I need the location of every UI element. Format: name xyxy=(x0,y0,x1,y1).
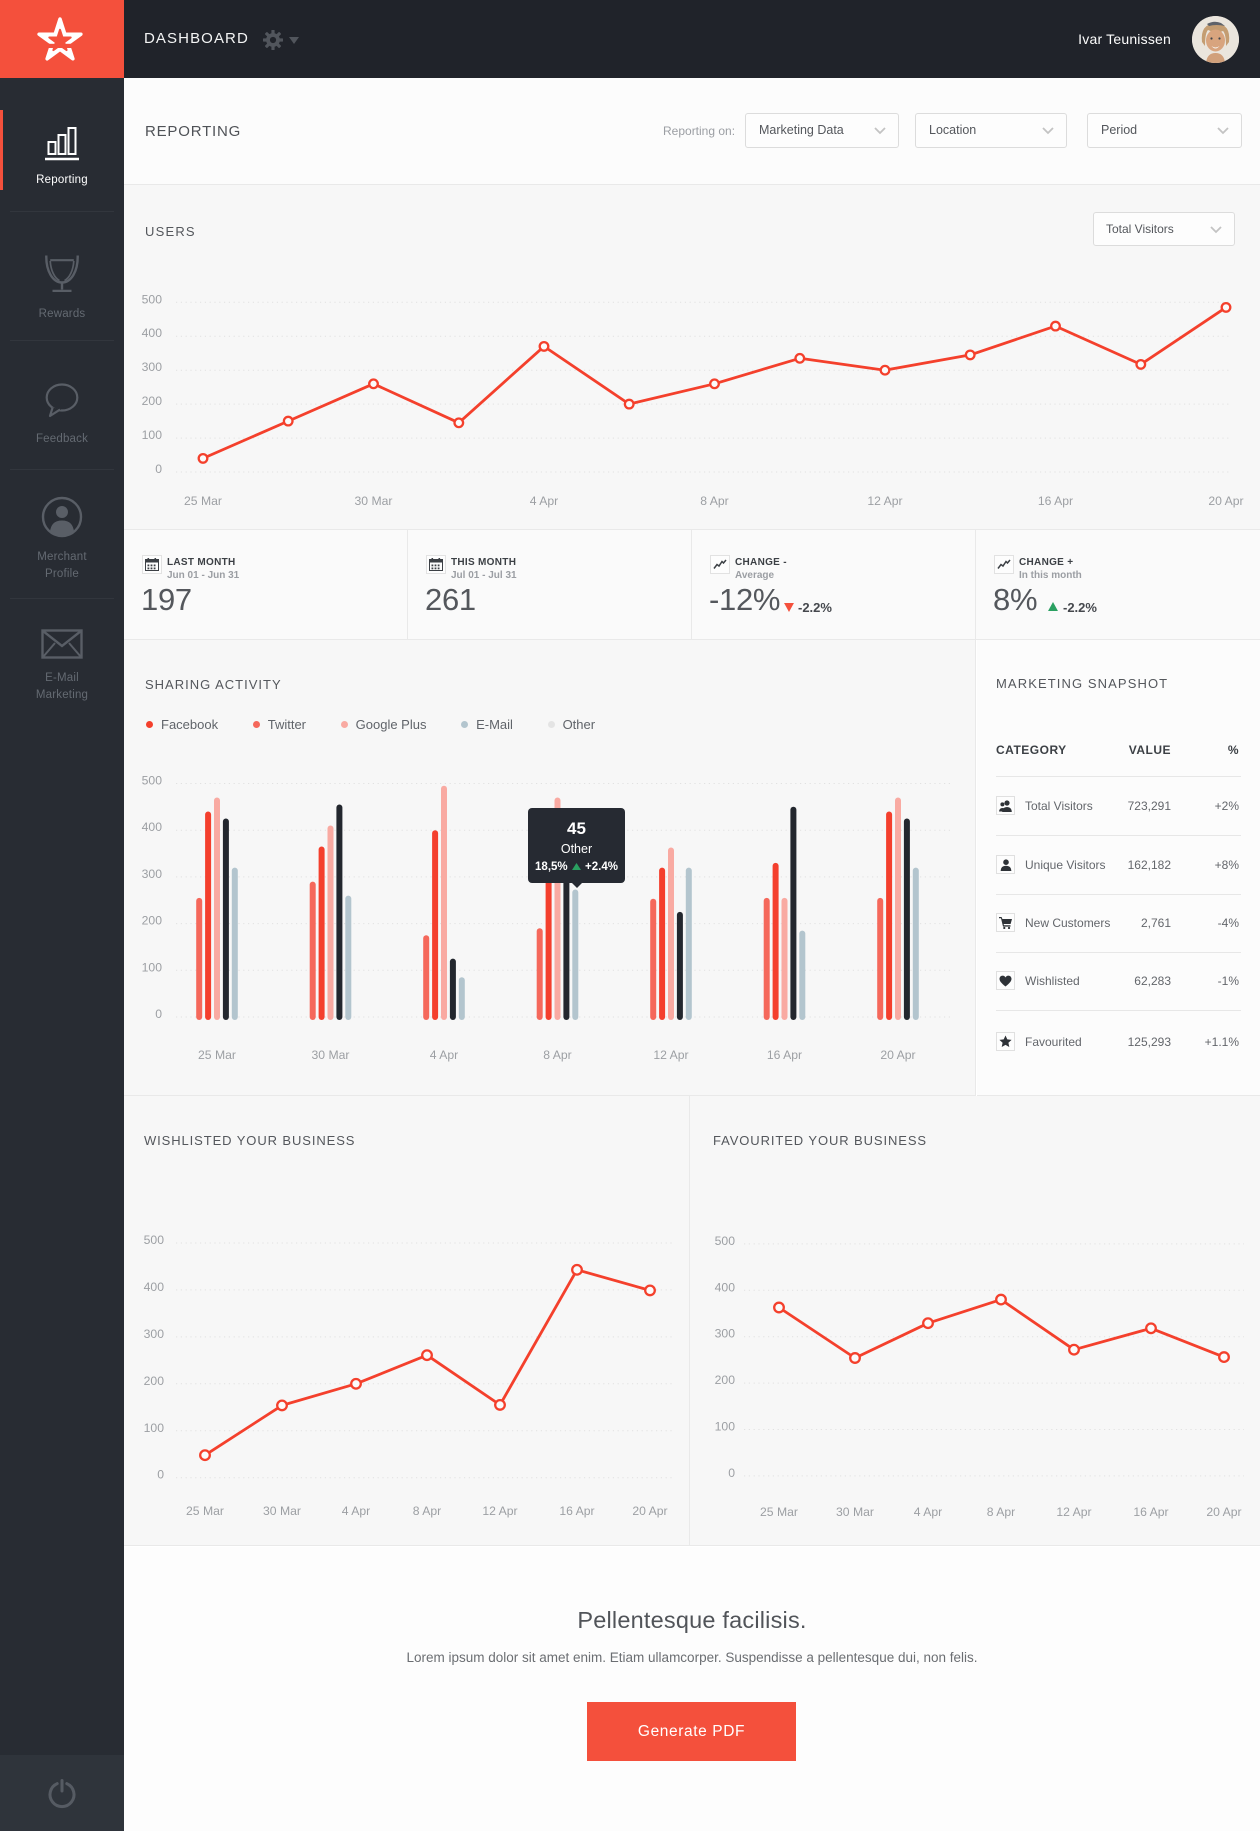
svg-text:20 Apr: 20 Apr xyxy=(1208,494,1243,508)
svg-text:0: 0 xyxy=(155,462,162,476)
svg-text:4 Apr: 4 Apr xyxy=(914,1505,942,1519)
svg-text:8 Apr: 8 Apr xyxy=(413,1504,441,1518)
svg-text:16 Apr: 16 Apr xyxy=(559,1504,594,1518)
svg-text:16 Apr: 16 Apr xyxy=(767,1048,802,1062)
svg-text:400: 400 xyxy=(142,326,163,340)
svg-text:500: 500 xyxy=(142,292,163,306)
svg-text:4 Apr: 4 Apr xyxy=(530,494,558,508)
svg-text:20 Apr: 20 Apr xyxy=(632,1504,667,1518)
svg-text:30 Mar: 30 Mar xyxy=(263,1504,301,1518)
svg-text:30 Mar: 30 Mar xyxy=(312,1048,350,1062)
svg-text:100: 100 xyxy=(715,1420,736,1434)
svg-text:20 Apr: 20 Apr xyxy=(880,1048,915,1062)
svg-text:16 Apr: 16 Apr xyxy=(1133,1505,1168,1519)
svg-text:300: 300 xyxy=(142,867,163,881)
svg-text:8 Apr: 8 Apr xyxy=(987,1505,1015,1519)
svg-text:30 Mar: 30 Mar xyxy=(355,494,393,508)
svg-text:12 Apr: 12 Apr xyxy=(1056,1505,1091,1519)
svg-text:400: 400 xyxy=(715,1280,736,1294)
svg-text:100: 100 xyxy=(142,428,163,442)
svg-text:200: 200 xyxy=(142,914,163,928)
svg-text:200: 200 xyxy=(715,1373,736,1387)
svg-text:200: 200 xyxy=(142,394,163,408)
svg-text:200: 200 xyxy=(144,1374,165,1388)
svg-text:8 Apr: 8 Apr xyxy=(700,494,728,508)
svg-text:4 Apr: 4 Apr xyxy=(342,1504,370,1518)
svg-text:500: 500 xyxy=(144,1233,165,1247)
svg-text:4 Apr: 4 Apr xyxy=(430,1048,458,1062)
svg-text:25 Mar: 25 Mar xyxy=(184,494,222,508)
svg-text:8 Apr: 8 Apr xyxy=(543,1048,571,1062)
svg-text:20 Apr: 20 Apr xyxy=(1206,1505,1241,1519)
svg-text:300: 300 xyxy=(142,360,163,374)
svg-text:12 Apr: 12 Apr xyxy=(867,494,902,508)
svg-text:400: 400 xyxy=(142,820,163,834)
svg-text:25 Mar: 25 Mar xyxy=(760,1505,798,1519)
svg-text:12 Apr: 12 Apr xyxy=(653,1048,688,1062)
svg-text:400: 400 xyxy=(144,1280,165,1294)
svg-text:30 Mar: 30 Mar xyxy=(836,1505,874,1519)
svg-text:25 Mar: 25 Mar xyxy=(186,1504,224,1518)
svg-text:16 Apr: 16 Apr xyxy=(1038,494,1073,508)
svg-text:100: 100 xyxy=(144,1421,165,1435)
svg-text:500: 500 xyxy=(715,1234,736,1248)
svg-text:12 Apr: 12 Apr xyxy=(482,1504,517,1518)
svg-text:0: 0 xyxy=(728,1466,735,1480)
svg-text:0: 0 xyxy=(157,1468,164,1482)
svg-text:25 Mar: 25 Mar xyxy=(198,1048,236,1062)
svg-text:300: 300 xyxy=(144,1327,165,1341)
svg-text:300: 300 xyxy=(715,1327,736,1341)
svg-text:0: 0 xyxy=(155,1007,162,1021)
svg-text:500: 500 xyxy=(142,774,163,788)
svg-text:100: 100 xyxy=(142,960,163,974)
